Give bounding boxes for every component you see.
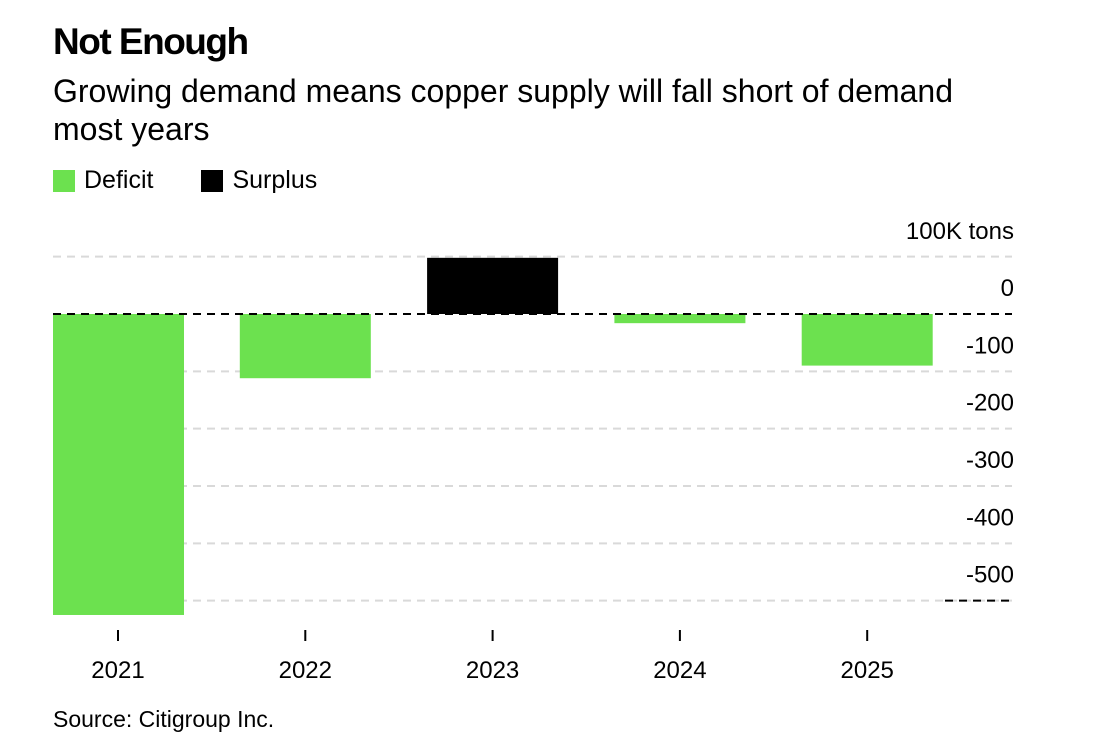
y-tick-label: -500 [966,562,1014,589]
x-tick-label: 2024 [653,657,706,684]
bar-2021 [53,314,184,615]
bar-2025 [801,314,933,366]
y-tick-label: -400 [966,504,1014,531]
x-tick-label: 2023 [466,657,519,684]
chart-subtitle: Growing demand means copper supply will … [53,73,954,147]
y-tick-label: -200 [966,390,1014,417]
chart-title: Not Enough [53,21,249,62]
y-tick-label: 0 [1001,275,1014,302]
legend: Deficit Surplus [53,166,365,195]
legend-label-deficit: Deficit [84,166,154,194]
y-tick-label: -300 [966,447,1014,474]
source-note: Source: Citigroup Inc. [53,706,275,732]
bar-2022 [239,314,371,379]
legend-label-surplus: Surplus [232,166,318,194]
x-tick-label: 2022 [279,657,332,684]
x-tick-label: 2021 [91,657,144,684]
y-tick-label: -100 [966,332,1014,359]
legend-item-deficit: Deficit [53,166,153,195]
x-tick-label: 2025 [841,657,894,684]
legend-item-surplus: Surplus [201,166,317,195]
legend-swatch-surplus [201,169,224,192]
bar-2023 [427,257,559,314]
legend-swatch-deficit [53,169,75,192]
y-axis-unit-label: 100K tons [906,218,1014,245]
bar-2024 [614,314,746,324]
